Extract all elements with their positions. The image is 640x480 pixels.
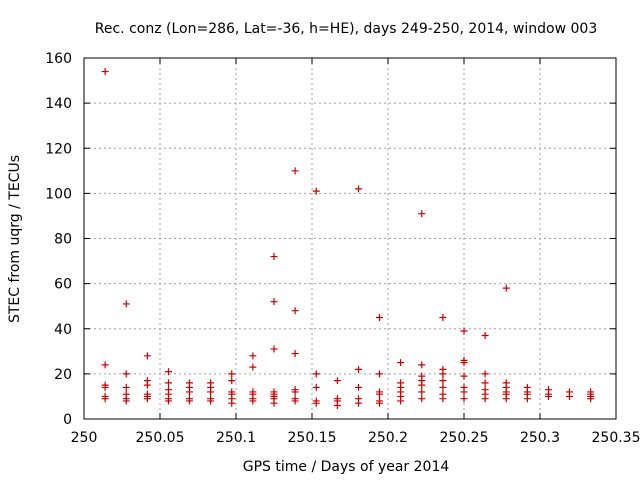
- data-point-plus: [207, 388, 215, 396]
- grid-lines: [84, 58, 616, 419]
- data-point-plus: [143, 395, 151, 403]
- data-point-plus: [249, 397, 257, 405]
- data-point-plus: [122, 370, 130, 378]
- data-point-plus: [418, 210, 426, 218]
- y-tick-label: 60: [54, 277, 72, 293]
- data-point-plus: [460, 359, 468, 367]
- data-point-plus: [291, 167, 299, 175]
- data-point-plus: [439, 383, 447, 391]
- x-tick-label: 250.1: [216, 430, 256, 446]
- data-point-plus: [228, 399, 236, 407]
- data-point-plus: [460, 327, 468, 335]
- y-tick-label: 80: [54, 232, 72, 248]
- data-point-plus: [375, 390, 383, 398]
- y-tick-label: 120: [45, 141, 72, 157]
- data-point-plus: [439, 377, 447, 385]
- data-point-plus: [418, 381, 426, 389]
- y-tick-label: 140: [45, 96, 72, 112]
- data-points: [101, 68, 595, 409]
- data-point-plus: [122, 300, 130, 308]
- x-tick-label: 250.2: [368, 430, 408, 446]
- data-point-plus: [270, 345, 278, 353]
- data-point-plus: [502, 395, 510, 403]
- chart-title: Rec. conz (Lon=286, Lat=-36, h=HE), days…: [95, 21, 597, 37]
- data-point-plus: [418, 395, 426, 403]
- data-point-plus: [333, 401, 341, 409]
- data-point-plus: [270, 253, 278, 261]
- data-point-plus: [249, 363, 257, 371]
- data-point-plus: [291, 388, 299, 396]
- data-point-plus: [545, 392, 553, 400]
- y-tick-label: 40: [54, 322, 72, 338]
- data-point-plus: [185, 397, 193, 405]
- x-axis-ticks: 250 250.05 250.1 250.15 250.2 250.25 250.3 250.…: [71, 58, 640, 446]
- data-point-plus: [228, 377, 236, 385]
- data-point-plus: [143, 352, 151, 360]
- x-tick-label: 250.15: [288, 430, 337, 446]
- data-point-plus: [101, 361, 109, 369]
- data-point-plus: [101, 68, 109, 76]
- data-point-plus: [312, 370, 320, 378]
- data-point-plus: [312, 187, 320, 195]
- x-tick-label: 250: [71, 430, 98, 446]
- data-point-plus: [523, 395, 531, 403]
- data-point-plus: [312, 399, 320, 407]
- y-tick-label: 160: [45, 51, 72, 67]
- x-tick-label: 250.25: [440, 430, 489, 446]
- data-point-plus: [502, 284, 510, 292]
- y-tick-label: 0: [63, 412, 72, 428]
- x-tick-label: 250.3: [520, 430, 560, 446]
- x-axis-label: GPS time / Days of year 2014: [243, 459, 450, 475]
- data-point-plus: [375, 370, 383, 378]
- y-tick-label: 20: [54, 367, 72, 383]
- data-point-plus: [291, 397, 299, 405]
- data-point-plus: [355, 399, 363, 407]
- data-point-plus: [460, 388, 468, 396]
- data-point-plus: [249, 352, 257, 360]
- data-point-plus: [439, 313, 447, 321]
- data-point-plus: [481, 395, 489, 403]
- data-point-plus: [397, 397, 405, 405]
- data-point-plus: [101, 395, 109, 403]
- data-point-plus: [460, 395, 468, 403]
- data-point-plus: [481, 370, 489, 378]
- data-point-plus: [375, 399, 383, 407]
- data-point-plus: [185, 388, 193, 396]
- data-point-plus: [355, 185, 363, 193]
- data-point-plus: [291, 307, 299, 315]
- data-point-plus: [291, 350, 299, 358]
- data-point-plus: [101, 383, 109, 391]
- data-point-plus: [333, 377, 341, 385]
- data-point-plus: [122, 383, 130, 391]
- data-point-plus: [270, 399, 278, 407]
- data-point-plus: [122, 397, 130, 405]
- data-point-plus: [460, 372, 468, 380]
- data-point-plus: [355, 383, 363, 391]
- data-point-plus: [481, 332, 489, 340]
- data-point-plus: [439, 395, 447, 403]
- data-point-plus: [270, 298, 278, 306]
- x-tick-label: 250.35: [592, 430, 640, 446]
- data-point-plus: [439, 370, 447, 378]
- data-point-plus: [207, 397, 215, 405]
- data-point-plus: [375, 313, 383, 321]
- y-axis-label: STEC from uqrg / TECUs: [7, 155, 23, 323]
- data-point-plus: [165, 379, 173, 387]
- y-tick-label: 100: [45, 186, 72, 202]
- x-tick-label: 250.05: [136, 430, 185, 446]
- data-point-plus: [165, 397, 173, 405]
- data-point-plus: [565, 392, 573, 400]
- data-point-plus: [587, 395, 595, 403]
- data-point-plus: [165, 368, 173, 376]
- y-axis-ticks: 0 20 40 60 80 100 120 140 160: [45, 51, 616, 428]
- data-point-plus: [143, 381, 151, 389]
- data-point-plus: [481, 379, 489, 387]
- data-point-plus: [418, 361, 426, 369]
- data-point-plus: [312, 383, 320, 391]
- data-point-plus: [418, 388, 426, 396]
- data-point-plus: [397, 359, 405, 367]
- data-point-plus: [355, 365, 363, 373]
- data-point-plus: [228, 370, 236, 378]
